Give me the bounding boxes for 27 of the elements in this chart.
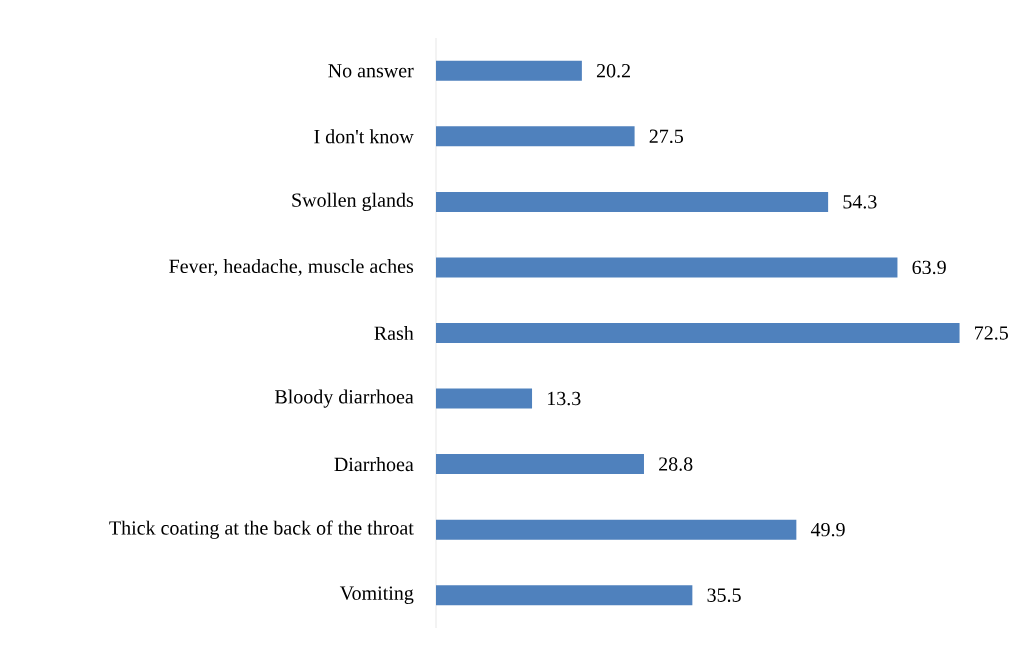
bar [436,60,582,81]
bar [436,388,533,409]
data-label: 20.2 [596,63,630,78]
y-tick-label: No answer [328,64,414,78]
data-label: 63.9 [912,260,946,275]
y-tick-label: Vomiting [339,586,414,604]
data-label: 28.8 [659,457,693,471]
y-tick-label: Diarrhoea [334,457,414,472]
bar [436,519,797,540]
y-tick-label: Fever, headache, muscle aches [169,258,414,276]
y-tick-label: Bloody diarrhoea [274,389,414,408]
y-tick-label: Swollen glands [292,192,414,211]
data-label: 13.3 [548,391,581,406]
data-label: 54.3 [843,195,877,209]
bar [436,323,960,343]
y-tick-label: Thick coating at the back of the throat [109,520,414,539]
y-tick-label: Rash [374,325,414,341]
data-label: 35.5 [707,588,741,602]
data-label: 72.5 [975,326,1008,340]
bar [436,191,829,212]
bar [436,454,644,475]
data-label: 49.9 [810,522,845,537]
data-label: 27.5 [649,129,684,144]
bar [436,257,898,278]
bar [436,126,635,147]
y-tick-label: I don't know [314,129,414,144]
bar [436,585,693,606]
